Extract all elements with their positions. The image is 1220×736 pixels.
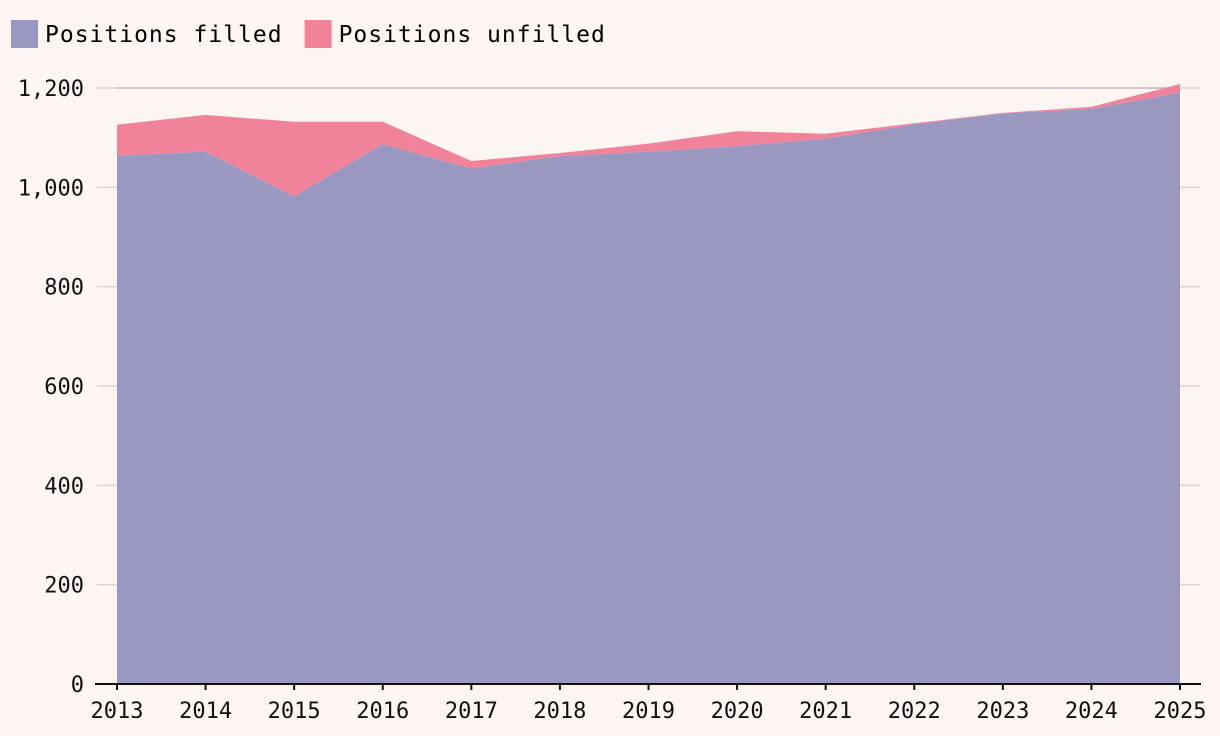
x-tick-label: 2023 [976, 699, 1029, 724]
x-tick-label: 2020 [711, 699, 764, 724]
y-tick-label: 800 [44, 276, 84, 301]
x-tick-label: 2014 [179, 699, 232, 724]
legend: Positions filled Positions unfilled [11, 20, 606, 48]
x-tick-label: 2017 [445, 699, 498, 724]
x-tick-label: 2021 [799, 699, 852, 724]
area-positions-filled [117, 92, 1180, 685]
axes: 0 200 400 600 800 1,000 1,200 2013 2014 2015 2016 2… [18, 77, 1207, 724]
legend-label: Positions filled [45, 22, 283, 48]
x-tick-label: 2015 [268, 699, 321, 724]
y-tick-label: 1,000 [18, 176, 84, 201]
x-tick-label: 2025 [1154, 699, 1207, 724]
y-tick-label: 0 [71, 673, 84, 698]
area-series [117, 84, 1180, 685]
area-positions-unfilled [117, 84, 1180, 197]
legend-label: Positions unfilled [339, 22, 606, 48]
legend-swatch-positions-filled [11, 20, 38, 48]
y-tick-label: 600 [44, 375, 84, 400]
x-tick-label: 2013 [91, 699, 144, 724]
legend-swatch-positions-unfilled [304, 20, 332, 48]
y-tick-label: 1,200 [18, 77, 84, 102]
x-tick-label: 2016 [356, 699, 409, 724]
x-tick-label: 2022 [888, 699, 941, 724]
y-tick-label: 200 [44, 574, 84, 599]
y-tick-label: 400 [44, 474, 84, 499]
x-tick-label: 2018 [533, 699, 586, 724]
x-tick-label: 2019 [622, 699, 675, 724]
x-tick-label: 2024 [1065, 699, 1118, 724]
